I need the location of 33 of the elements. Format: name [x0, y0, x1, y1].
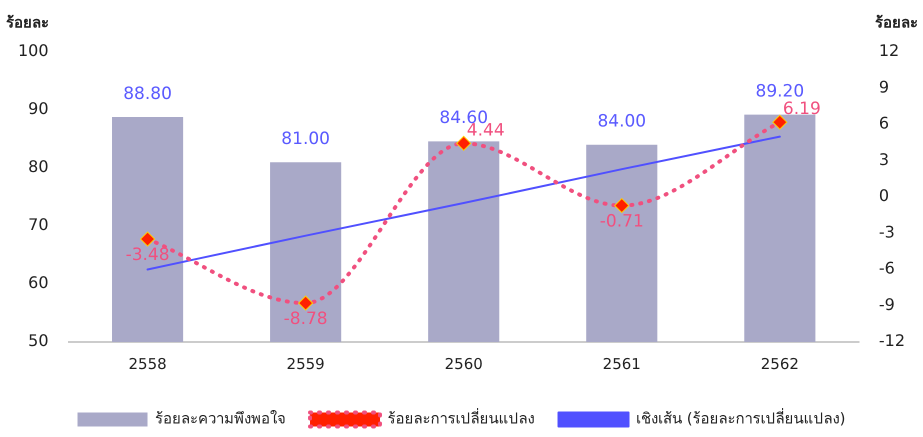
legend-label: เชิงเส้น (ร้อยละการเปลี่ยนแปลง) — [636, 407, 846, 428]
y-axis-title: ร้อยละ — [6, 13, 49, 32]
data-label: -0.71 — [600, 212, 644, 232]
legend-label: ร้อยละการเปลี่ยนแปลง — [388, 407, 535, 428]
data-label: 81.00 — [281, 129, 330, 150]
data-label: 89.20 — [756, 82, 804, 102]
y-tick-label: 90 — [28, 99, 49, 118]
y-tick-label: 70 — [28, 215, 49, 234]
data-label: 84.00 — [597, 112, 646, 132]
x-tick-label: 2558 — [128, 354, 167, 373]
y-tick-label: 50 — [28, 331, 49, 350]
data-label: 6.19 — [782, 99, 821, 120]
y-tick-label: 60 — [28, 273, 49, 292]
y2-tick-label: -12 — [878, 331, 906, 350]
y2-tick-label: -9 — [878, 294, 895, 314]
data-label: 88.80 — [123, 84, 172, 104]
x-tick-label: 2561 — [602, 354, 641, 373]
y2-tick-label: 6 — [878, 114, 890, 133]
x-tick-label: 2560 — [444, 354, 483, 373]
y2-axis-title: ร้อยละ — [875, 13, 918, 32]
x-tick-label: 2559 — [286, 354, 325, 373]
y2-tick-label: -6 — [878, 258, 895, 278]
y2-tick-label: -3 — [878, 222, 895, 242]
y2-tick-label: 3 — [878, 150, 890, 169]
x-tick-label: 2562 — [760, 354, 799, 373]
y2-tick-label: 9 — [878, 77, 890, 96]
legend-label: ร้อยละความพึงพอใจ — [155, 409, 286, 428]
y2-tick-label: 12 — [878, 41, 900, 60]
y-tick-label: 80 — [28, 157, 49, 176]
y-tick-label: 100 — [18, 41, 49, 60]
data-label: -8.78 — [284, 309, 328, 330]
y2-tick-label: 0 — [878, 186, 890, 206]
data-label: -3.48 — [126, 244, 170, 265]
